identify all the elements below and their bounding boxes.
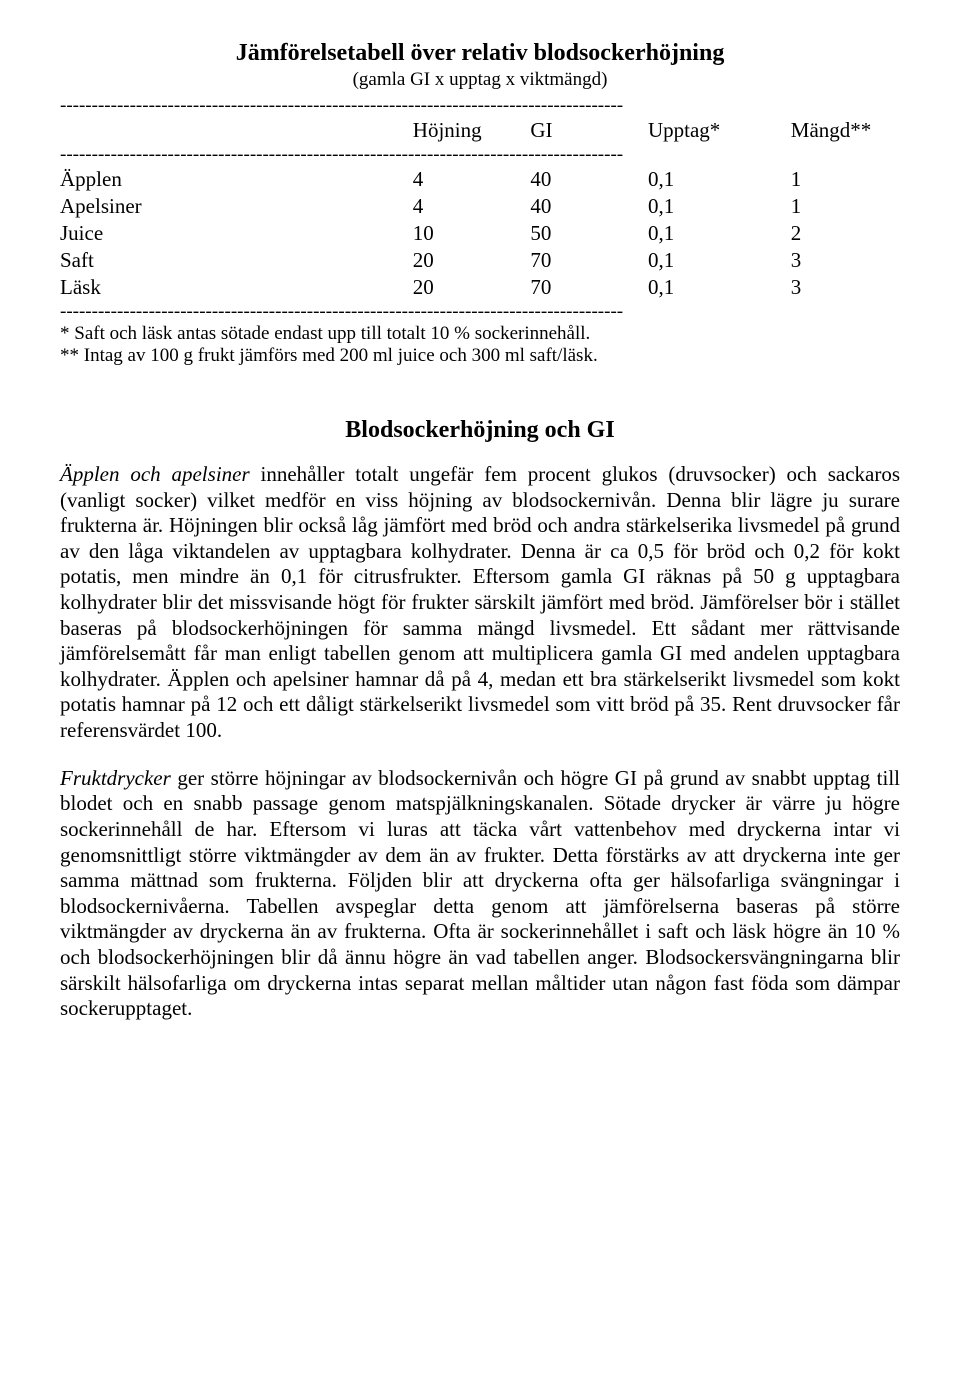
cell-name: Juice bbox=[60, 220, 413, 247]
cell-h: 4 bbox=[413, 193, 531, 220]
cell-up: 0,1 bbox=[648, 220, 791, 247]
document-page: Jämförelsetabell över relativ blodsocker… bbox=[60, 40, 900, 1022]
header-name bbox=[60, 117, 413, 144]
cell-h: 20 bbox=[413, 247, 531, 274]
cell-h: 4 bbox=[413, 166, 531, 193]
table-row: Äpplen4400,11 bbox=[60, 166, 900, 193]
table-row: Juice10500,12 bbox=[60, 220, 900, 247]
header-gi: GI bbox=[530, 117, 648, 144]
cell-up: 0,1 bbox=[648, 247, 791, 274]
para2-rest: ger större höjningar av blodsockernivån … bbox=[60, 766, 900, 1020]
paragraph-2: Fruktdrycker ger större höjningar av blo… bbox=[60, 766, 900, 1022]
cell-gi: 70 bbox=[530, 247, 648, 274]
paragraph-1: Äpplen och apelsiner innehåller totalt u… bbox=[60, 462, 900, 744]
cell-up: 0,1 bbox=[648, 274, 791, 301]
cell-m: 1 bbox=[791, 166, 900, 193]
table-row: Apelsiner4400,11 bbox=[60, 193, 900, 220]
cell-gi: 40 bbox=[530, 193, 648, 220]
cell-m: 1 bbox=[791, 193, 900, 220]
header-hojning: Höjning bbox=[413, 117, 531, 144]
divider-line: ----------------------------------------… bbox=[60, 144, 900, 166]
table-header-row: Höjning GI Upptag* Mängd** bbox=[60, 117, 900, 144]
section-heading: Blodsockerhöjning och GI bbox=[60, 417, 900, 444]
cell-up: 0,1 bbox=[648, 193, 791, 220]
footnote-1: * Saft och läsk antas sötade endast upp … bbox=[60, 323, 900, 345]
cell-name: Äpplen bbox=[60, 166, 413, 193]
cell-m: 3 bbox=[791, 274, 900, 301]
cell-h: 10 bbox=[413, 220, 531, 247]
cell-name: Apelsiner bbox=[60, 193, 413, 220]
table-row: Läsk20700,13 bbox=[60, 274, 900, 301]
para1-rest: innehåller totalt ungefär fem procent gl… bbox=[60, 462, 900, 742]
comparison-table: ----------------------------------------… bbox=[60, 95, 900, 323]
cell-h: 20 bbox=[413, 274, 531, 301]
cell-gi: 70 bbox=[530, 274, 648, 301]
divider-line: ----------------------------------------… bbox=[60, 95, 900, 117]
header-mangd: Mängd** bbox=[791, 117, 900, 144]
cell-m: 2 bbox=[791, 220, 900, 247]
cell-gi: 40 bbox=[530, 166, 648, 193]
cell-gi: 50 bbox=[530, 220, 648, 247]
para1-lead: Äpplen och apelsiner bbox=[60, 462, 250, 486]
table-footnotes: * Saft och läsk antas sötade endast upp … bbox=[60, 323, 900, 367]
table-title: Jämförelsetabell över relativ blodsocker… bbox=[60, 40, 900, 67]
para2-lead: Fruktdrycker bbox=[60, 766, 171, 790]
cell-up: 0,1 bbox=[648, 166, 791, 193]
divider-line: ----------------------------------------… bbox=[60, 301, 900, 323]
footnote-2: ** Intag av 100 g frukt jämförs med 200 … bbox=[60, 345, 900, 367]
cell-name: Läsk bbox=[60, 274, 413, 301]
header-upptag: Upptag* bbox=[648, 117, 791, 144]
cell-m: 3 bbox=[791, 247, 900, 274]
table-subtitle: (gamla GI x upptag x viktmängd) bbox=[60, 69, 900, 91]
table-row: Saft20700,13 bbox=[60, 247, 900, 274]
cell-name: Saft bbox=[60, 247, 413, 274]
